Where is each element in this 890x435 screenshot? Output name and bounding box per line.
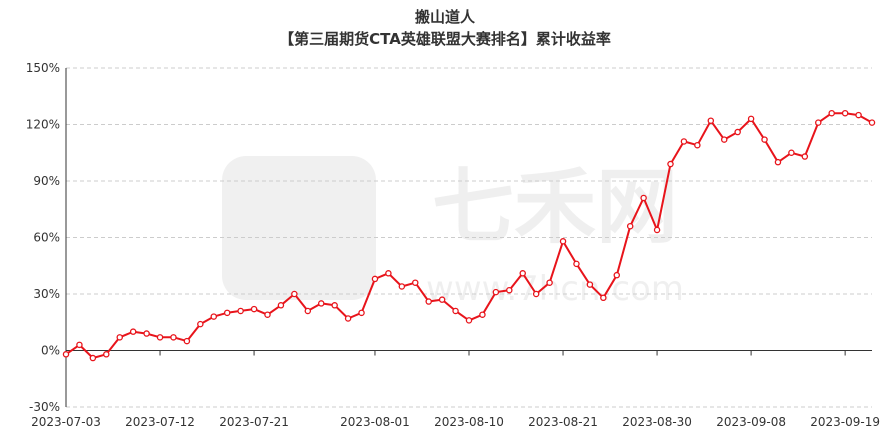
data-point <box>317 300 325 307</box>
data-point <box>264 311 271 318</box>
watermark: 七禾网 www.7hcn.com <box>222 156 684 309</box>
data-point <box>412 279 419 286</box>
data-point <box>788 149 795 156</box>
data-point <box>506 286 513 294</box>
data-point <box>667 160 674 168</box>
data-point <box>613 271 621 279</box>
data-point <box>774 158 782 166</box>
y-tick-label: 30% <box>33 287 60 301</box>
data-point <box>210 313 218 320</box>
x-tick-label: 2023-07-21 <box>219 415 289 429</box>
data-point <box>479 311 486 318</box>
data-point <box>183 337 191 345</box>
data-point <box>734 128 741 136</box>
data-point <box>640 194 647 202</box>
data-point <box>237 307 244 315</box>
data-point <box>868 119 876 126</box>
data-point <box>398 283 406 290</box>
data-point <box>519 270 526 277</box>
y-tick-label: -30% <box>29 400 60 414</box>
x-tick-label: 2023-08-01 <box>340 415 410 429</box>
y-tick-label: 150% <box>26 61 60 75</box>
data-point <box>116 334 123 341</box>
data-point <box>197 320 204 328</box>
chart-subtitle: 【第三届期货CTA英雄联盟大赛排名】累计收益率 <box>279 30 611 48</box>
watermark-brand: 七禾网 <box>432 160 678 255</box>
data-point <box>385 270 392 277</box>
watermark-site: www.7hcn.com <box>426 269 684 309</box>
data-point <box>156 334 164 341</box>
data-point <box>707 117 715 124</box>
data-point <box>761 136 768 143</box>
data-point <box>129 328 137 335</box>
data-point <box>291 290 298 298</box>
data-point <box>815 119 822 126</box>
data-point <box>492 288 500 296</box>
data-point <box>694 141 701 149</box>
data-point <box>438 296 446 303</box>
data-point <box>371 275 379 283</box>
data-point <box>532 290 540 298</box>
x-tick-label: 2023-09-08 <box>716 415 786 429</box>
data-point <box>103 351 110 358</box>
data-point <box>586 281 594 288</box>
data-point <box>680 138 688 145</box>
data-point <box>720 136 728 143</box>
data-point <box>841 109 849 117</box>
chart-title: 搬山道人 <box>414 8 475 26</box>
data-point <box>559 238 567 245</box>
data-point <box>653 226 661 234</box>
x-tick-label: 2023-07-12 <box>125 415 195 429</box>
data-point <box>170 334 177 341</box>
data-point <box>76 341 83 349</box>
data-point <box>358 309 365 317</box>
y-tick-label: 0% <box>41 344 60 358</box>
y-tick-label: 120% <box>26 118 60 132</box>
data-point <box>250 305 258 313</box>
data-point <box>855 111 862 119</box>
data-point <box>573 260 580 268</box>
data-point <box>747 115 755 123</box>
data-point <box>600 294 607 302</box>
grid-layer <box>66 67 872 408</box>
x-tick-label: 2023-09-19 <box>810 415 880 429</box>
data-point <box>223 309 231 317</box>
data-point <box>89 354 97 362</box>
data-point <box>801 153 809 160</box>
data-point <box>143 330 150 337</box>
x-tick-label: 2023-07-03 <box>31 415 101 429</box>
data-point <box>626 222 634 230</box>
data-point <box>304 307 312 315</box>
y-tick-label: 90% <box>33 174 60 188</box>
data-point <box>828 109 835 117</box>
data-point <box>465 317 473 324</box>
y-tick-label: 60% <box>33 231 60 245</box>
data-point <box>277 302 285 309</box>
x-tick-label: 2023-08-10 <box>434 415 504 429</box>
data-point <box>546 279 553 286</box>
watermark-logo-mark <box>222 156 376 300</box>
axis-layer: -30% 0% 30% 60% 90% 120% 150% 2023-07-03 2023-07… <box>26 61 880 429</box>
data-point <box>62 351 70 358</box>
data-point <box>344 315 352 322</box>
data-point <box>425 298 432 305</box>
x-tick-label: 2023-08-21 <box>528 415 598 429</box>
series-layer <box>62 109 876 362</box>
x-tick-label: 2023-08-30 <box>622 415 692 429</box>
data-point <box>331 302 338 309</box>
data-point <box>452 307 459 315</box>
